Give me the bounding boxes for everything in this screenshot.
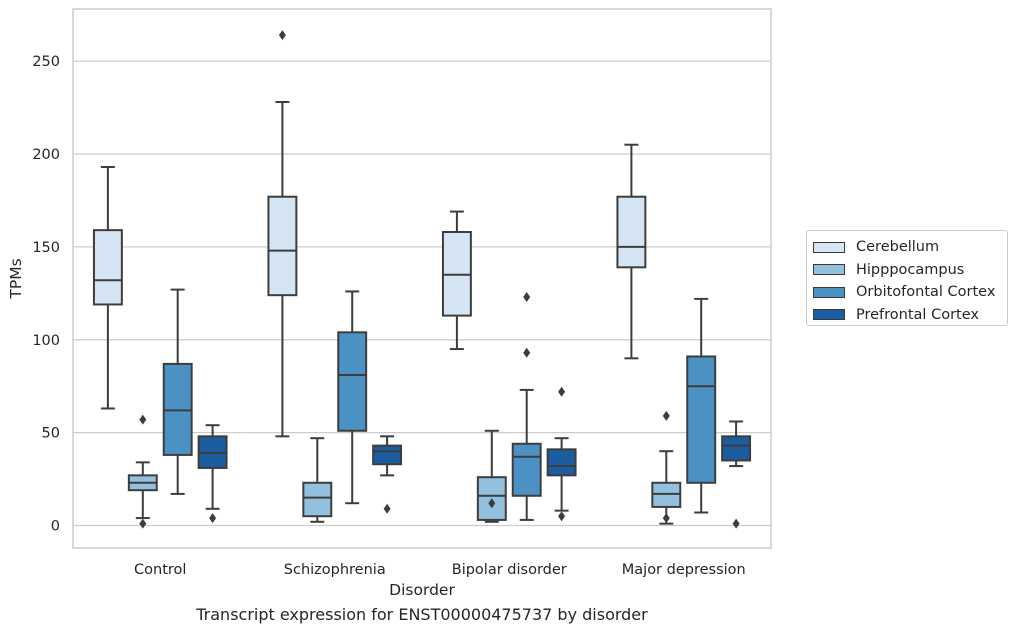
y-tick-label: 200 (32, 147, 60, 163)
box (686, 355, 717, 484)
outlier-point (558, 511, 566, 522)
legend-label: Prefrontal Cortex (856, 306, 979, 323)
outlier-point (523, 292, 531, 303)
x-tick-label: Major depression (622, 562, 746, 578)
legend-swatch (813, 241, 845, 253)
x-tick-label: Schizophrenia (284, 562, 386, 578)
box (302, 481, 333, 518)
legend-swatch (813, 286, 845, 298)
box (92, 229, 123, 306)
legend-label: Cerebellum (856, 239, 940, 256)
y-tick-label: 0 (51, 519, 60, 535)
legend-item-orbitofrontal-cortex: Orbitofontal Cortex (807, 281, 1007, 304)
chart-caption: Transcript expression for ENST0000047573… (196, 605, 648, 624)
plot-frame (72, 8, 772, 549)
legend: Cerebellum Hipppocampus Orbitofontal Cor… (806, 230, 1008, 326)
y-tick-label: 150 (32, 240, 60, 256)
legend-item-hippocampus: Hipppocampus (807, 259, 1007, 282)
y-tick-label: 50 (42, 426, 60, 442)
box (721, 435, 752, 462)
outlier-point (523, 347, 531, 358)
outlier-point (209, 513, 217, 524)
legend-swatch (813, 264, 845, 276)
outlier-point (558, 386, 566, 397)
outlier-point (732, 518, 740, 529)
outlier-point (139, 414, 147, 425)
x-tick-label: Bipolar disorder (452, 562, 567, 578)
box (511, 442, 542, 497)
x-axis-label: Disorder (389, 581, 455, 599)
outlier-point (662, 410, 670, 421)
legend-label: Hipppocampus (856, 261, 965, 278)
box (267, 195, 298, 297)
box (337, 331, 368, 432)
box (616, 195, 647, 269)
outlier-point (139, 518, 147, 529)
box (546, 448, 577, 477)
legend-swatch (813, 309, 845, 321)
y-tick-label: 250 (32, 54, 60, 70)
x-tick-label: Control (134, 562, 186, 578)
outlier-point (383, 503, 391, 514)
legend-item-cerebellum: Cerebellum (807, 236, 1007, 259)
outlier-point (278, 30, 286, 41)
outlier-point (488, 498, 496, 509)
legend-label: Orbitofontal Cortex (856, 284, 996, 301)
outlier-point (662, 513, 670, 524)
legend-item-prefrontal-cortex: Prefrontal Cortex (807, 304, 1007, 327)
y-axis-label: TPMs (7, 258, 25, 299)
box (372, 444, 403, 466)
y-tick-label: 100 (32, 333, 60, 349)
